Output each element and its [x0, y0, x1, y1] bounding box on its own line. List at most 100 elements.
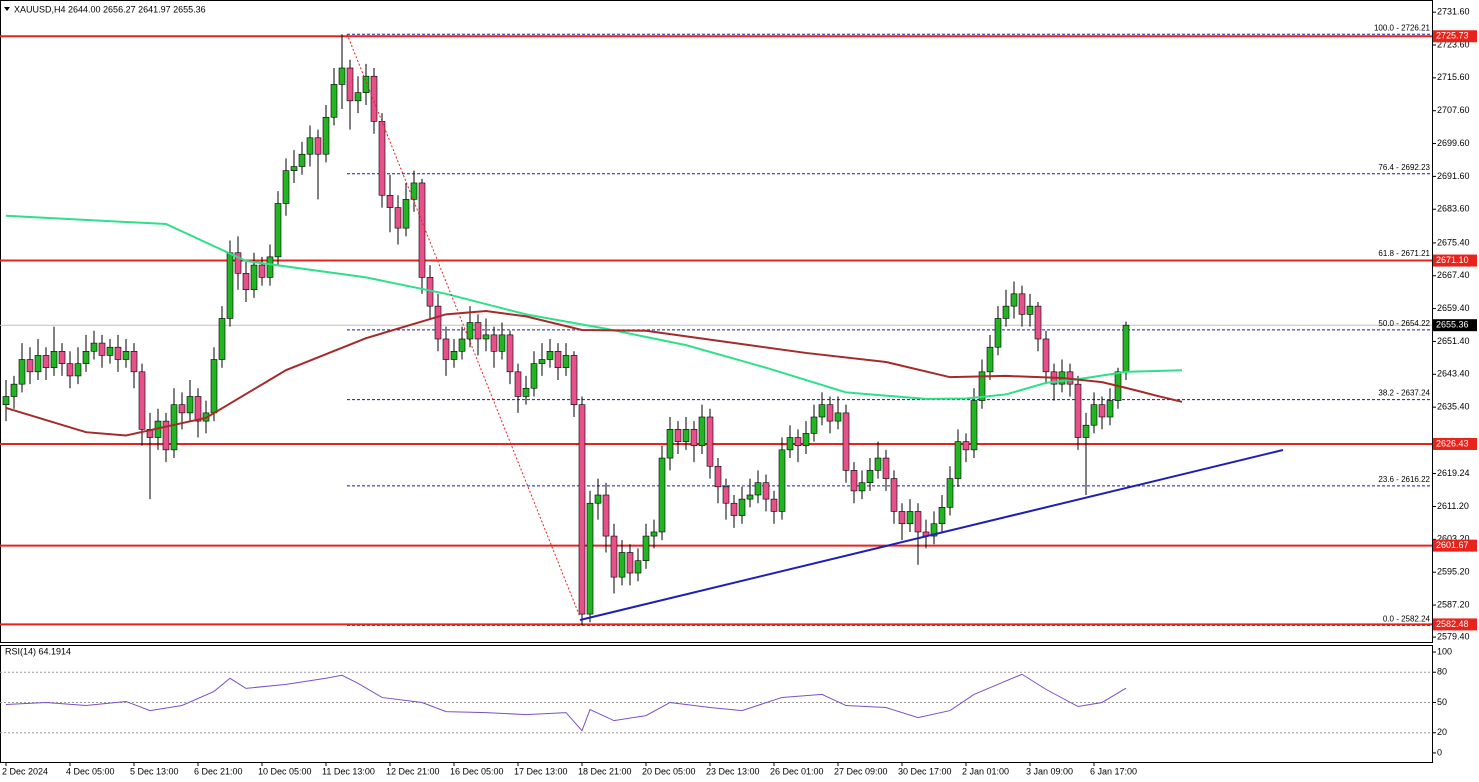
candle-body	[898, 511, 906, 525]
y-tick-label: 2675.40	[1437, 237, 1470, 247]
candle-body	[866, 470, 874, 483]
candle-body	[586, 502, 594, 615]
candle-body	[234, 252, 242, 274]
candle-body	[914, 511, 922, 533]
level-label: 2582.48	[1436, 619, 1469, 629]
candle-body	[506, 334, 514, 373]
y-tick-label: 2707.60	[1437, 105, 1470, 115]
candle-body	[386, 194, 394, 208]
candle-body	[730, 502, 738, 516]
x-tick-label: 26 Dec 01:00	[770, 766, 824, 776]
candle-body	[1098, 404, 1106, 418]
candle-body	[298, 153, 306, 167]
x-tick-label: 27 Dec 09:00	[834, 766, 888, 776]
candle-body	[210, 359, 218, 414]
candle-body	[66, 363, 74, 377]
candle-body	[802, 433, 810, 447]
candle-body	[850, 470, 858, 492]
candle-body	[578, 404, 586, 615]
chart-title: XAUUSD,H4 2644.00 2656.27 2641.97 2655.3…	[14, 4, 206, 14]
y-tick-label: 2691.60	[1437, 171, 1470, 181]
candle-body	[306, 137, 314, 155]
candle-body	[130, 351, 138, 373]
candle-body	[1042, 338, 1050, 373]
rsi-tick-label: 0	[1437, 747, 1442, 757]
candle-body	[842, 412, 850, 471]
candle-body	[778, 449, 786, 512]
candle-body	[2, 396, 10, 405]
candle-body	[266, 256, 274, 278]
y-tick-label: 2595.20	[1437, 567, 1470, 577]
candle-body	[26, 359, 34, 373]
candle-body	[546, 351, 554, 360]
candle-body	[242, 272, 250, 291]
candle-body	[258, 264, 266, 278]
candle-body	[138, 371, 146, 430]
x-tick-label: 20 Dec 05:00	[642, 766, 696, 776]
candle-body	[162, 420, 170, 451]
candle-body	[450, 351, 458, 360]
y-tick-label: 2659.40	[1437, 303, 1470, 313]
candle-body	[570, 355, 578, 405]
candle-body	[170, 404, 178, 451]
candle-body	[362, 75, 370, 93]
candle-body	[954, 441, 962, 479]
candle-body	[42, 355, 50, 369]
candle-body	[714, 465, 722, 488]
x-tick-label: 10 Dec 05:00	[258, 766, 312, 776]
candle-body	[746, 494, 754, 500]
candle-body	[674, 429, 682, 442]
moving-average	[5, 214, 1183, 400]
y-tick-label: 2699.60	[1437, 138, 1470, 148]
level-label: 2601.67	[1436, 540, 1469, 550]
candle-body	[1074, 383, 1082, 438]
candle-body	[618, 552, 626, 578]
fib-label: 23.6 - 2616.22	[1378, 475, 1430, 484]
candle-body	[1010, 293, 1018, 307]
candle-body	[498, 334, 506, 352]
y-tick-label: 2643.40	[1437, 369, 1470, 379]
x-tick-label: 5 Dec 13:00	[130, 766, 179, 776]
candle-body	[106, 346, 114, 356]
x-tick-label: 3 Jan 09:00	[1026, 766, 1073, 776]
candle-body	[658, 457, 666, 533]
candle-body	[50, 351, 58, 369]
candle-body	[378, 121, 386, 196]
x-tick-label: 12 Dec 21:00	[386, 766, 440, 776]
candle-body	[370, 75, 378, 122]
candle-body	[330, 84, 338, 118]
candle-body	[442, 338, 450, 360]
candle-body	[938, 507, 946, 525]
y-tick-label: 2587.20	[1437, 599, 1470, 609]
candle-body	[490, 334, 498, 352]
candle-body	[874, 457, 882, 471]
x-tick-label: 17 Dec 13:00	[514, 766, 568, 776]
candle-body	[722, 486, 730, 504]
rsi-tick-label: 80	[1437, 667, 1447, 677]
candle-body	[946, 478, 954, 508]
rsi-title: RSI(14) 64.1914	[5, 646, 71, 656]
candle-body	[810, 416, 818, 434]
candle-body	[970, 400, 978, 451]
x-tick-label: 2 Jan 01:00	[962, 766, 1009, 776]
candle-body	[1018, 293, 1026, 315]
rsi-tick-label: 100	[1437, 646, 1452, 656]
candle-body	[114, 346, 122, 360]
candle-body	[394, 207, 402, 229]
candle-body	[90, 342, 98, 352]
candle-body	[690, 429, 698, 447]
candle-body	[1090, 404, 1098, 426]
y-tick-label: 2651.40	[1437, 336, 1470, 346]
candle-body	[754, 482, 762, 496]
candle-body	[250, 264, 258, 291]
fib-trend	[346, 33, 581, 618]
candle-body	[882, 457, 890, 479]
candle-body	[466, 322, 474, 340]
candle-body	[978, 371, 986, 401]
candle-body	[858, 482, 866, 492]
y-tick-label: 2723.60	[1437, 39, 1470, 49]
fib-label: 0.0 - 2582.24	[1383, 615, 1431, 624]
candle-body	[770, 498, 778, 512]
candle-body	[282, 170, 290, 204]
candle-body	[626, 552, 634, 574]
